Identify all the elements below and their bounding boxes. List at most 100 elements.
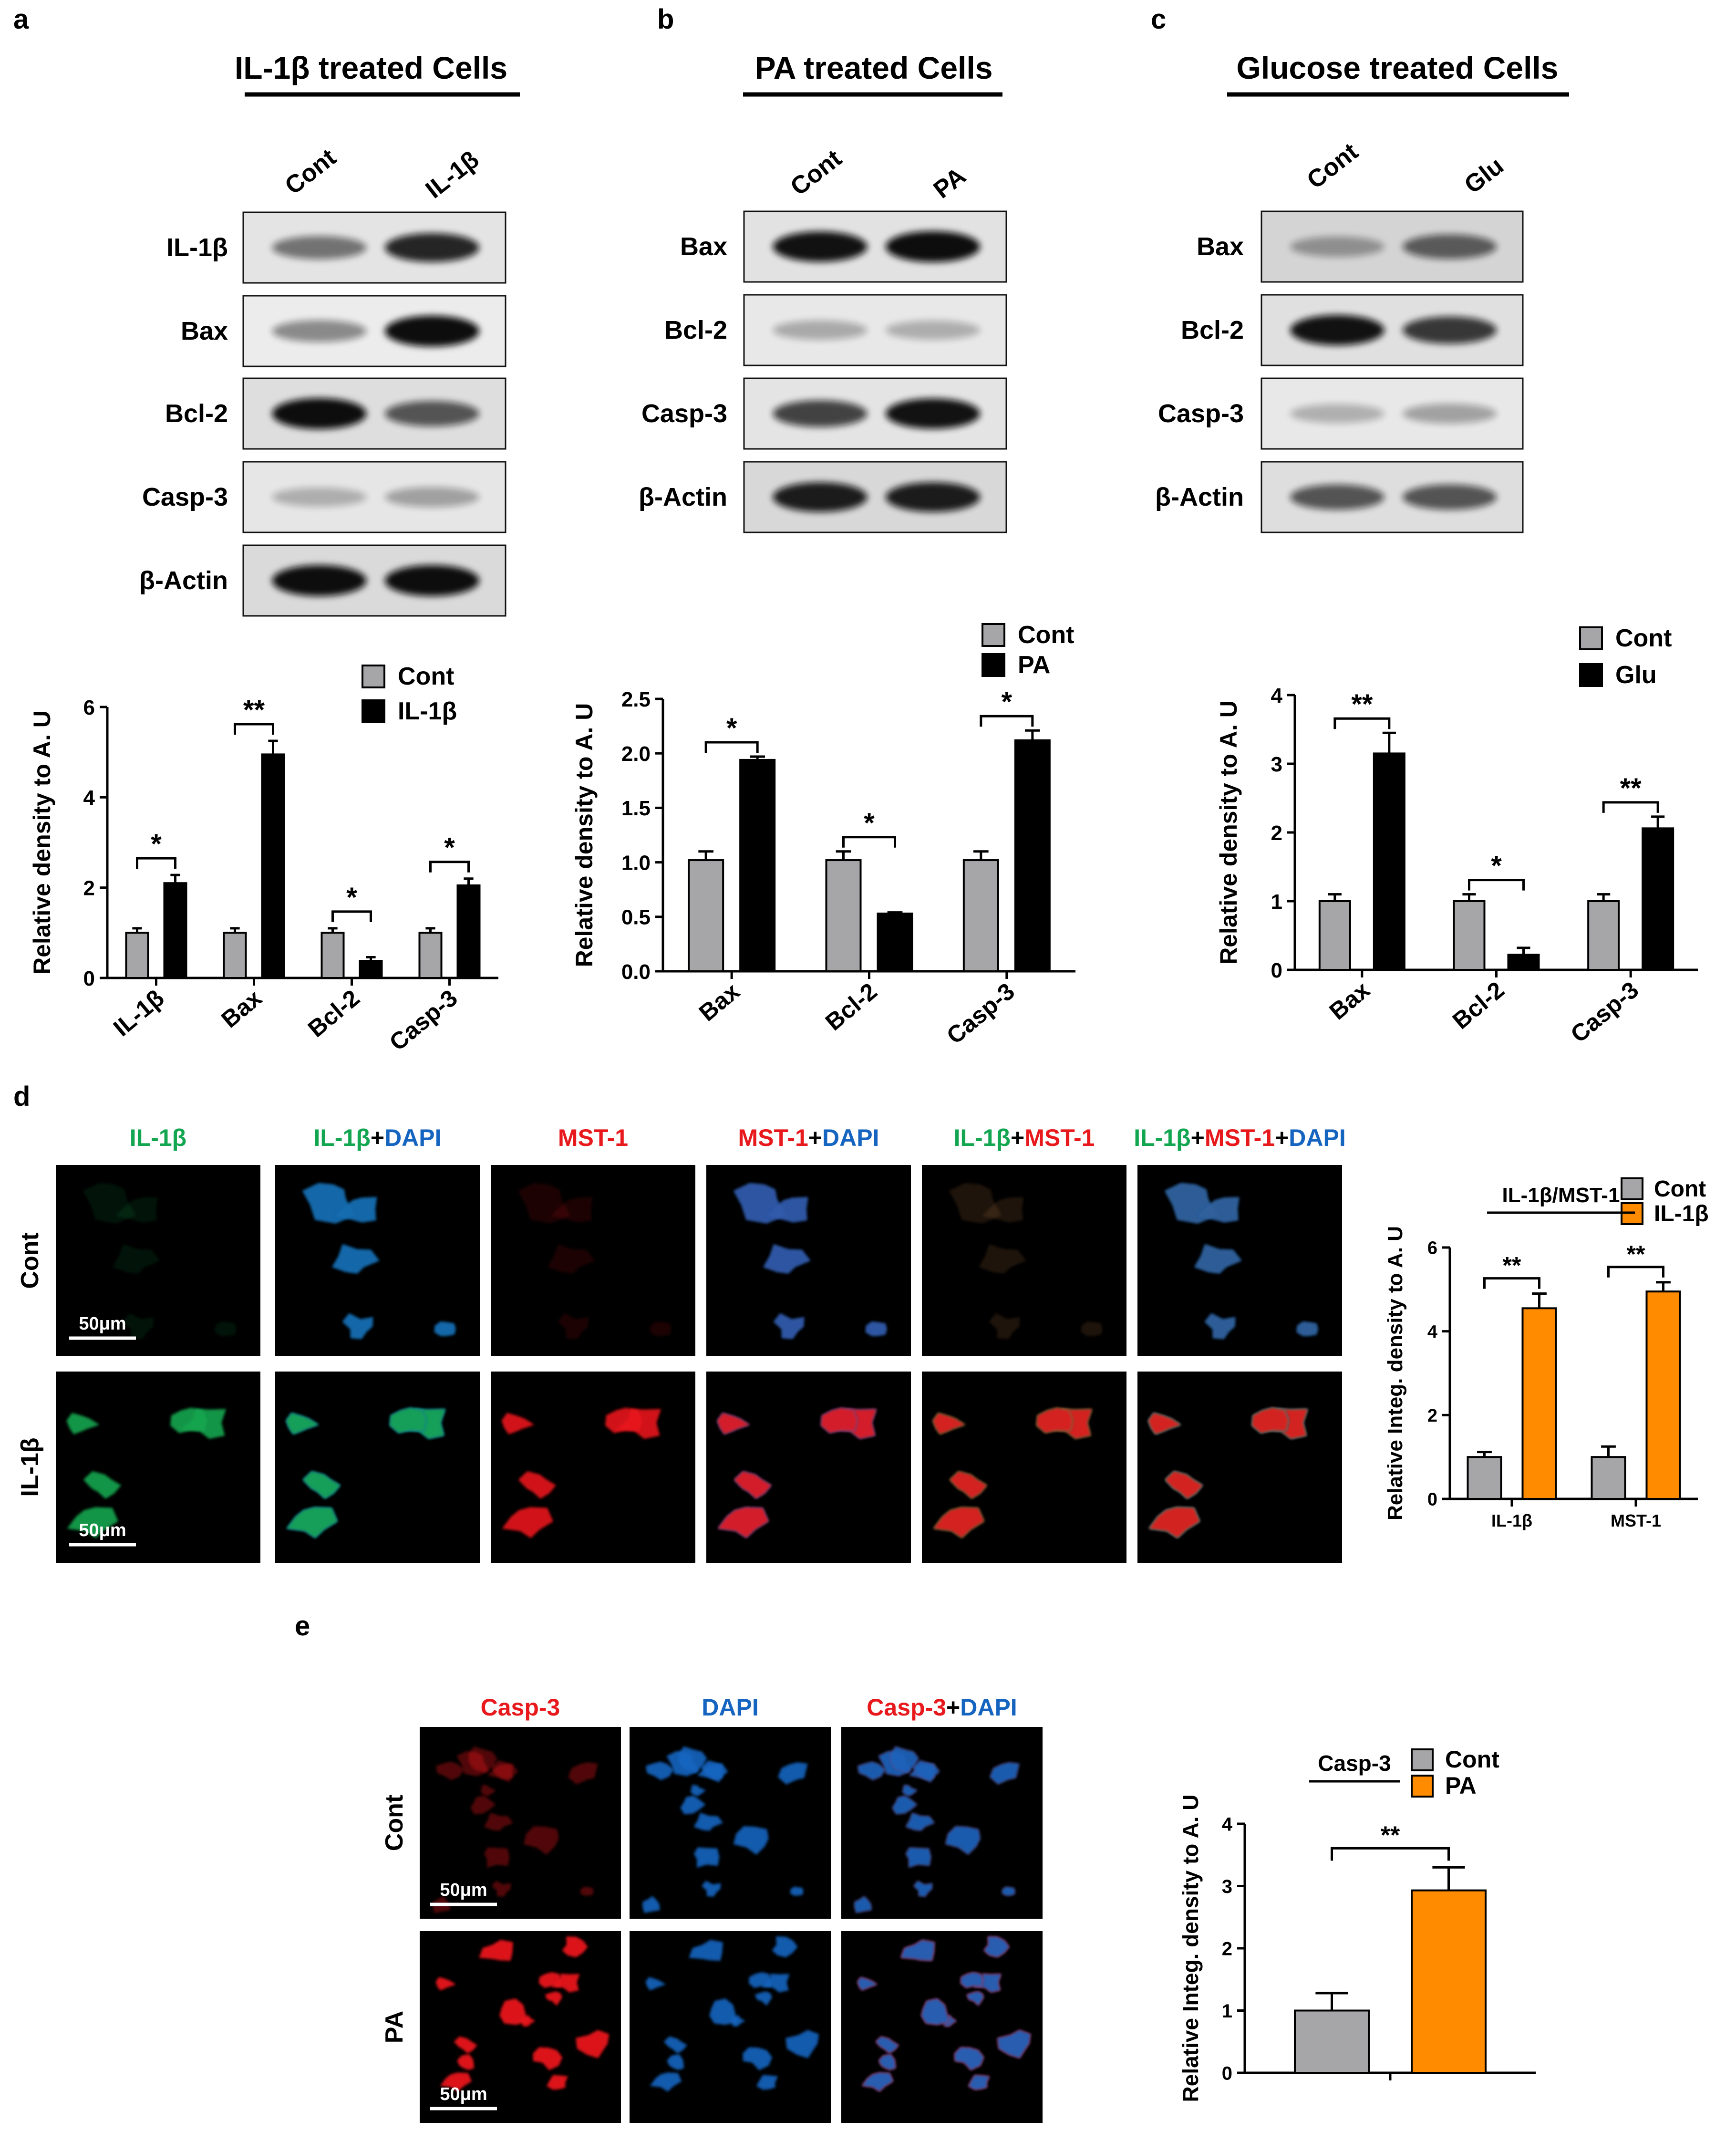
cell-signal — [912, 1760, 940, 1783]
cell-signal — [979, 1244, 1026, 1274]
cell-signal — [562, 1936, 588, 1957]
bar — [1645, 1290, 1681, 1500]
cell-signal — [1148, 1413, 1181, 1435]
cell-signal — [484, 1812, 514, 1831]
scale-bar-label: 50μm — [79, 1520, 126, 1540]
cell-signal — [932, 1413, 966, 1435]
significance-bracket — [842, 836, 896, 848]
significance-label: ** — [1503, 1252, 1521, 1279]
cell-signal — [820, 1407, 858, 1434]
cell-signal — [982, 1197, 1024, 1223]
x-tick-label: IL-1β — [108, 985, 169, 1042]
bar — [1294, 2009, 1370, 2074]
y-tick-label: 0 — [1271, 959, 1282, 982]
cell-signal — [550, 1197, 593, 1223]
cell-signal — [547, 2075, 568, 2090]
significance-label: ** — [1351, 689, 1373, 720]
bar-chart-e: 0 1 2 3 4 Relative Integ. density to A. U ** Co… — [1178, 1746, 1536, 2102]
blot-band — [773, 231, 868, 262]
cell-signal — [968, 2075, 990, 2090]
y-tick-label: 4 — [1222, 1814, 1233, 1835]
y-tick-label: 2 — [1427, 1406, 1437, 1426]
scale-bar-label: 50μm — [79, 1314, 126, 1334]
channel-label: MST-1+DAPI — [738, 1124, 879, 1151]
blot-band — [385, 401, 479, 426]
bar — [688, 859, 724, 972]
significance-bracket — [980, 715, 1034, 727]
significance-label: ** — [1381, 1821, 1400, 1849]
cell-signal — [170, 1407, 207, 1434]
cell-signal — [766, 1197, 808, 1223]
y-tick-label: 0 — [1222, 2063, 1232, 2084]
cell-signal — [997, 2030, 1031, 2058]
band-label: β-Actin — [639, 483, 727, 511]
bar — [125, 932, 149, 979]
blot-band — [773, 400, 868, 427]
bar — [1591, 1456, 1626, 1500]
cell-signal — [960, 1972, 983, 1988]
cell-signal — [680, 1795, 706, 1815]
y-tick-label: 2 — [1271, 821, 1282, 845]
band-label: β-Actin — [139, 566, 228, 595]
cell-signal — [878, 2054, 896, 2070]
blot-band — [385, 233, 479, 262]
blot-band — [385, 565, 479, 596]
bar — [1642, 827, 1674, 971]
blot-band — [886, 482, 980, 512]
cell-signal — [83, 1471, 121, 1499]
cell-signal — [892, 1795, 918, 1815]
bar — [1373, 752, 1405, 971]
cell-signal — [754, 1991, 772, 2006]
cell-signal — [545, 1991, 562, 2006]
bar — [359, 960, 383, 979]
cell-signal — [890, 1746, 919, 1773]
y-tick-label: 4 — [1271, 684, 1283, 707]
cell-signal — [693, 1812, 723, 1831]
y-axis-label: Relative density to A. U — [571, 703, 598, 967]
cell-signal — [949, 1471, 987, 1499]
significance-label: ** — [1620, 773, 1642, 804]
cell-signal — [66, 1413, 100, 1435]
x-tick-label: Bcl-2 — [820, 978, 882, 1036]
significance-bracket — [1468, 879, 1525, 891]
significance-bracket — [1331, 1847, 1450, 1861]
cell-signal — [1194, 1244, 1242, 1274]
x-tick-label: Bax — [216, 984, 267, 1033]
blot-band — [1290, 484, 1385, 510]
significance-bracket — [1607, 1266, 1664, 1278]
channel-label: IL-1β+MST-1+DAPI — [1134, 1124, 1346, 1151]
cell-signal — [678, 1746, 707, 1773]
significance-label: * — [346, 882, 357, 913]
cell-signal — [748, 1972, 772, 1988]
cell-signal — [646, 1761, 674, 1780]
lane-label: IL-1β — [421, 146, 485, 204]
y-tick-label: 6 — [1427, 1238, 1437, 1258]
cell-signal — [875, 2036, 899, 2054]
significance-bracket — [331, 910, 372, 922]
cell-signal — [702, 1881, 721, 1897]
cell-signal — [1081, 1321, 1103, 1336]
bar — [1014, 739, 1051, 972]
cell-signal — [778, 1762, 808, 1785]
cell-signal — [67, 1507, 118, 1538]
y-tick-label: 0.0 — [621, 960, 651, 984]
legend-label: Cont — [1445, 1746, 1499, 1773]
chart-title: IL-1β/MST-1 — [1502, 1184, 1620, 1207]
cell-signal — [990, 1762, 1020, 1785]
significance-label: * — [151, 829, 162, 860]
cell-signal — [332, 1244, 380, 1274]
band-label: Bax — [680, 232, 727, 261]
cell-signal — [491, 1760, 518, 1783]
blot-band — [1290, 404, 1385, 423]
y-tick-label: 4 — [1427, 1322, 1437, 1342]
y-tick-label: 6 — [83, 696, 95, 719]
cell-signal — [123, 1313, 154, 1339]
cell-signal — [663, 2036, 687, 2054]
cell-signal — [548, 1244, 595, 1274]
cell-signal — [650, 1321, 672, 1336]
y-tick-label: 1.0 — [621, 851, 651, 874]
cell-signal — [717, 1413, 750, 1435]
cell-signal — [580, 1886, 594, 1896]
blot-band — [1290, 236, 1385, 257]
bar — [1411, 1889, 1487, 2074]
